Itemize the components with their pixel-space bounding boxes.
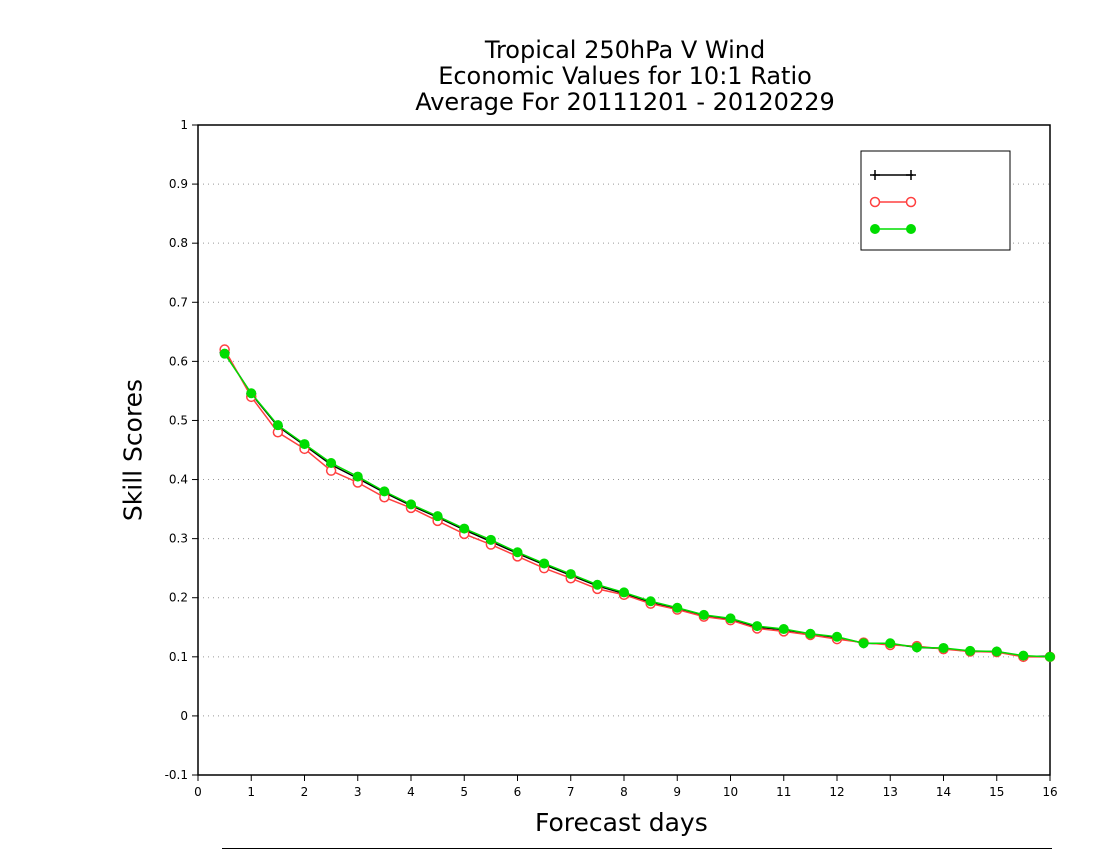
y-tick-label-1: 0 bbox=[180, 709, 188, 723]
legend-box bbox=[860, 150, 1011, 251]
x-tick-label-9: 9 bbox=[673, 785, 681, 799]
x-tick-label-12: 12 bbox=[829, 785, 844, 799]
x-tick-label-2: 2 bbox=[301, 785, 309, 799]
series-2-point-18 bbox=[698, 609, 709, 620]
x-tick-label-10: 10 bbox=[723, 785, 738, 799]
series-2-point-4 bbox=[326, 458, 337, 468]
series-2-line bbox=[224, 353, 1051, 658]
series-2-point-2 bbox=[272, 420, 283, 431]
legend-marker-b-1 bbox=[905, 196, 917, 208]
chart-title-line-2: Economic Values for 10:1 Ratio bbox=[438, 62, 812, 90]
series-2-point-10 bbox=[485, 534, 496, 545]
series-2-point-9 bbox=[459, 523, 470, 534]
series-2-point-19 bbox=[725, 613, 736, 624]
bottom-rule bbox=[222, 848, 1052, 849]
series-2-point-3 bbox=[299, 439, 310, 450]
x-tick-label-15: 15 bbox=[989, 785, 1004, 799]
series-2-point-25 bbox=[885, 638, 896, 649]
chart-title-line-1: Tropical 250hPa V Wind bbox=[484, 36, 766, 64]
series-2-point-30 bbox=[1018, 650, 1029, 661]
series-2-point-29 bbox=[991, 646, 1002, 657]
series-0-line bbox=[223, 352, 1050, 657]
x-tick-label-6: 6 bbox=[514, 785, 522, 799]
y-tick-label-6: 0.5 bbox=[169, 413, 188, 427]
series-2-point-15 bbox=[619, 587, 629, 598]
x-axis-title: Forecast days bbox=[535, 808, 708, 837]
x-tick-label-16: 16 bbox=[1042, 785, 1057, 799]
y-tick-label-4: 0.3 bbox=[169, 532, 188, 546]
series-2-point-12 bbox=[539, 558, 550, 569]
y-tick-label-2: 0.1 bbox=[169, 650, 188, 664]
y-tick-label-8: 0.7 bbox=[169, 295, 188, 309]
series-2-point-8 bbox=[432, 511, 443, 522]
x-tick-label-7: 7 bbox=[567, 785, 575, 799]
series-2-point-1 bbox=[246, 388, 257, 399]
x-tick-label-0: 0 bbox=[194, 785, 202, 799]
series-2-point-0 bbox=[219, 348, 230, 359]
series-2-point-6 bbox=[379, 486, 390, 497]
series-2-point-16 bbox=[645, 596, 656, 607]
y-axis-title: Skill Scores bbox=[118, 378, 148, 522]
series-2-point-31 bbox=[1045, 651, 1055, 662]
x-tick-label-3: 3 bbox=[354, 785, 362, 799]
x-tick-label-14: 14 bbox=[936, 785, 951, 799]
legend-marker-b-0 bbox=[906, 170, 916, 180]
series-2-point-23 bbox=[832, 631, 842, 642]
y-tick-label-5: 0.4 bbox=[169, 473, 188, 487]
series-2-point-7 bbox=[406, 499, 416, 510]
series-2-point-14 bbox=[592, 579, 603, 590]
x-tick-label-1: 1 bbox=[247, 785, 255, 799]
series-2-point-20 bbox=[752, 621, 763, 632]
y-tick-label-11: 1 bbox=[180, 118, 188, 132]
y-tick-label-0: -0.1 bbox=[165, 768, 188, 782]
y-tick-label-9: 0.8 bbox=[169, 236, 188, 250]
x-tick-label-8: 8 bbox=[620, 785, 628, 799]
legend-marker-b-2 bbox=[906, 224, 916, 234]
y-tick-label-7: 0.6 bbox=[169, 354, 188, 368]
y-tick-label-10: 0.9 bbox=[169, 177, 188, 191]
y-tick-label-3: 0.2 bbox=[169, 591, 188, 605]
series-2-point-17 bbox=[672, 602, 683, 613]
x-tick-label-5: 5 bbox=[460, 785, 468, 799]
chart-title-line-3: Average For 20111201 - 20120229 bbox=[415, 88, 835, 116]
series-1-line bbox=[223, 349, 1050, 658]
series-2-point-24 bbox=[858, 638, 869, 649]
series-2-point-13 bbox=[565, 569, 576, 580]
legend-marker-a-0 bbox=[870, 170, 880, 180]
series-2-point-28 bbox=[965, 645, 976, 656]
series-2-point-26 bbox=[911, 642, 922, 653]
series-2-point-21 bbox=[778, 624, 789, 635]
series-2-point-27 bbox=[938, 642, 949, 653]
series-2-point-5 bbox=[352, 471, 363, 482]
x-tick-label-11: 11 bbox=[776, 785, 791, 799]
series-2-point-22 bbox=[805, 628, 816, 639]
legend-marker-a-2 bbox=[870, 224, 880, 234]
x-tick-label-4: 4 bbox=[407, 785, 415, 799]
legend-marker-a-1 bbox=[869, 196, 881, 208]
x-tick-label-13: 13 bbox=[883, 785, 898, 799]
series-2-point-11 bbox=[512, 547, 523, 558]
